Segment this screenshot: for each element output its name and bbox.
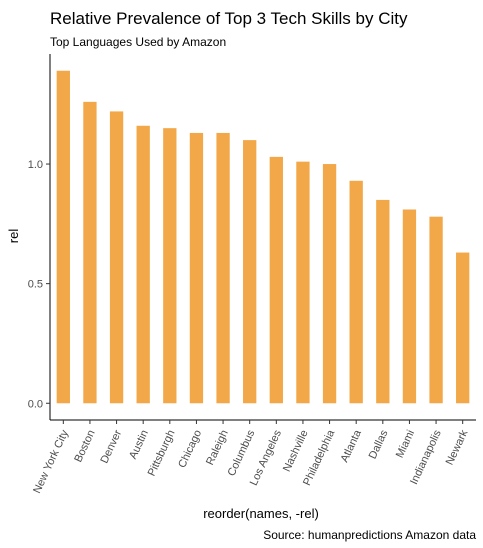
x-tick-label: Atlanta [339, 427, 365, 464]
bar [456, 252, 470, 404]
bar [243, 140, 257, 404]
y-tick-label: 0.5 [28, 279, 43, 291]
bar [322, 164, 337, 404]
bar [349, 180, 363, 404]
x-tick-label: Boston [72, 428, 97, 464]
bar [189, 132, 204, 404]
bar [163, 128, 177, 404]
chart-title: Relative Prevalence of Top 3 Tech Skills… [50, 9, 408, 28]
x-tick-label: Pittsburgh [146, 428, 178, 478]
bar [83, 101, 97, 404]
bar [136, 125, 150, 404]
x-tick-label: Nashville [281, 428, 311, 474]
bar [296, 161, 310, 404]
bar [109, 111, 124, 404]
y-tick-label: 1.0 [28, 159, 43, 171]
x-tick-label: Dallas [367, 428, 391, 461]
plot-area: 0.0 0.5 1.0 New York City Boston Denver Austin… [28, 54, 476, 495]
x-tick-label: Denver [98, 428, 124, 466]
bar [376, 199, 390, 404]
x-axis-title: reorder(names, -rel) [203, 506, 319, 521]
y-tick-label: 0.0 [28, 398, 43, 410]
x-tick-label: Newark [444, 428, 471, 467]
x-tick-label: New York City [31, 428, 71, 496]
bar [216, 132, 230, 404]
bar [429, 216, 443, 404]
bar [269, 156, 283, 404]
x-tick-label: Austin [127, 428, 151, 461]
y-axis-title: rel [6, 229, 21, 244]
chart-subtitle: Top Languages Used by Amazon [50, 35, 226, 49]
bar [402, 209, 417, 404]
x-tick-label: Chicago [176, 428, 204, 470]
x-tick-label: Miami [394, 428, 417, 460]
x-tick-label: Raleigh [204, 428, 231, 467]
bar [56, 70, 70, 404]
chart-caption: Source: humanpredictions Amazon data [263, 528, 476, 542]
